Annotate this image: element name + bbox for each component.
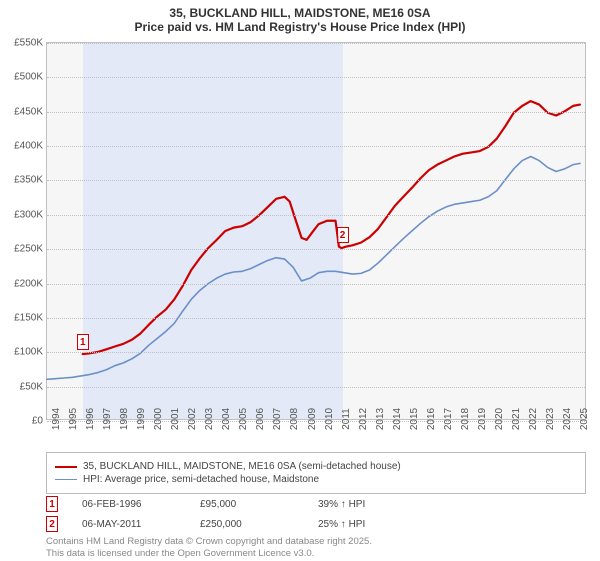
x-axis-label: 2015 xyxy=(405,408,420,430)
gridline-h xyxy=(47,352,585,353)
chart-title-line2: Price paid vs. HM Land Registry's House … xyxy=(0,20,600,38)
x-axis-label: 2013 xyxy=(371,408,386,430)
gridline-h xyxy=(47,112,585,113)
x-axis-label: 1999 xyxy=(132,408,147,430)
x-axis-label: 2000 xyxy=(149,408,164,430)
x-axis-label: 1998 xyxy=(115,408,130,430)
x-axis-label: 2001 xyxy=(166,408,181,430)
x-axis-label: 1996 xyxy=(81,408,96,430)
legend-row: HPI: Average price, semi-detached house,… xyxy=(55,474,577,485)
footer-date: 06-FEB-1996 xyxy=(82,499,182,510)
legend-swatch-price-paid xyxy=(55,466,77,468)
attribution-line1: Contains HM Land Registry data © Crown c… xyxy=(46,536,372,548)
line-series-svg xyxy=(47,43,585,419)
legend-label-price-paid: 35, BUCKLAND HILL, MAIDSTONE, ME16 0SA (… xyxy=(83,461,401,472)
x-axis-label: 1995 xyxy=(64,408,79,430)
x-axis-label: 2010 xyxy=(320,408,335,430)
x-axis-label: 2021 xyxy=(507,408,522,430)
footer-marker: 2 xyxy=(46,516,58,532)
x-axis-label: 2004 xyxy=(217,408,232,430)
footer-marker: 1 xyxy=(46,496,58,512)
gridline-h xyxy=(47,249,585,250)
x-axis-label: 2011 xyxy=(337,408,352,430)
footer-price: £95,000 xyxy=(200,499,300,510)
x-axis-label: 2006 xyxy=(251,408,266,430)
gridline-h xyxy=(47,284,585,285)
x-axis-label: 2009 xyxy=(303,408,318,430)
attribution-line2: This data is licensed under the Open Gov… xyxy=(46,548,372,560)
y-axis-label: £0 xyxy=(32,416,47,427)
y-axis-label: £550K xyxy=(14,38,47,49)
x-axis-label: 2025 xyxy=(575,408,590,430)
x-axis-label: 1997 xyxy=(98,408,113,430)
x-axis-label: 2008 xyxy=(285,408,300,430)
transaction-marker: 2 xyxy=(337,227,349,243)
y-axis-label: £450K xyxy=(14,106,47,117)
x-axis-label: 2022 xyxy=(524,408,539,430)
footer-date: 06-MAY-2011 xyxy=(82,519,182,530)
y-axis-label: £300K xyxy=(14,209,47,220)
x-axis-label: 1994 xyxy=(47,408,62,430)
footer-delta: 25% ↑ HPI xyxy=(318,519,418,530)
x-axis-label: 2005 xyxy=(234,408,249,430)
y-axis-label: £350K xyxy=(14,175,47,186)
gridline-h xyxy=(47,77,585,78)
y-axis-label: £200K xyxy=(14,278,47,289)
x-axis-label: 2017 xyxy=(439,408,454,430)
attribution: Contains HM Land Registry data © Crown c… xyxy=(46,536,372,561)
y-axis-label: £500K xyxy=(14,72,47,83)
transaction-footer-row: 2 06-MAY-2011 £250,000 25% ↑ HPI xyxy=(46,516,418,532)
legend-row: 35, BUCKLAND HILL, MAIDSTONE, ME16 0SA (… xyxy=(55,461,577,472)
legend: 35, BUCKLAND HILL, MAIDSTONE, ME16 0SA (… xyxy=(46,452,586,494)
x-axis-label: 2024 xyxy=(558,408,573,430)
chart-container: 35, BUCKLAND HILL, MAIDSTONE, ME16 0SA P… xyxy=(0,0,600,560)
x-axis-label: 2002 xyxy=(183,408,198,430)
x-axis-label: 2019 xyxy=(473,408,488,430)
footer-price: £250,000 xyxy=(200,519,300,530)
plot-area: £0£50K£100K£150K£200K£250K£300K£350K£400… xyxy=(46,42,586,420)
x-axis-label: 2014 xyxy=(388,408,403,430)
y-axis-label: £400K xyxy=(14,141,47,152)
transaction-footer-row: 1 06-FEB-1996 £95,000 39% ↑ HPI xyxy=(46,496,418,512)
x-axis-label: 2007 xyxy=(268,408,283,430)
gridline-h xyxy=(47,318,585,319)
x-axis-label: 2023 xyxy=(541,408,556,430)
gridline-h xyxy=(47,146,585,147)
x-axis-label: 2012 xyxy=(354,408,369,430)
gridline-h xyxy=(47,180,585,181)
y-axis-label: £50K xyxy=(20,381,47,392)
transaction-marker: 1 xyxy=(77,334,89,350)
gridline-h xyxy=(47,43,585,44)
y-axis-label: £100K xyxy=(14,347,47,358)
series-line xyxy=(47,156,580,379)
transaction-footer: 1 06-FEB-1996 £95,000 39% ↑ HPI 2 06-MAY-2011… xyxy=(46,492,418,536)
legend-swatch-hpi xyxy=(55,479,77,480)
series-line xyxy=(83,101,580,354)
x-axis-label: 2020 xyxy=(490,408,505,430)
gridline-h xyxy=(47,387,585,388)
legend-label-hpi: HPI: Average price, semi-detached house,… xyxy=(83,474,319,485)
footer-delta: 39% ↑ HPI xyxy=(318,499,418,510)
x-axis-label: 2003 xyxy=(200,408,215,430)
y-axis-label: £150K xyxy=(14,312,47,323)
chart-title-line1: 35, BUCKLAND HILL, MAIDSTONE, ME16 0SA xyxy=(0,0,600,20)
y-axis-label: £250K xyxy=(14,244,47,255)
x-axis-label: 2018 xyxy=(456,408,471,430)
gridline-h xyxy=(47,215,585,216)
x-axis-label: 2016 xyxy=(422,408,437,430)
